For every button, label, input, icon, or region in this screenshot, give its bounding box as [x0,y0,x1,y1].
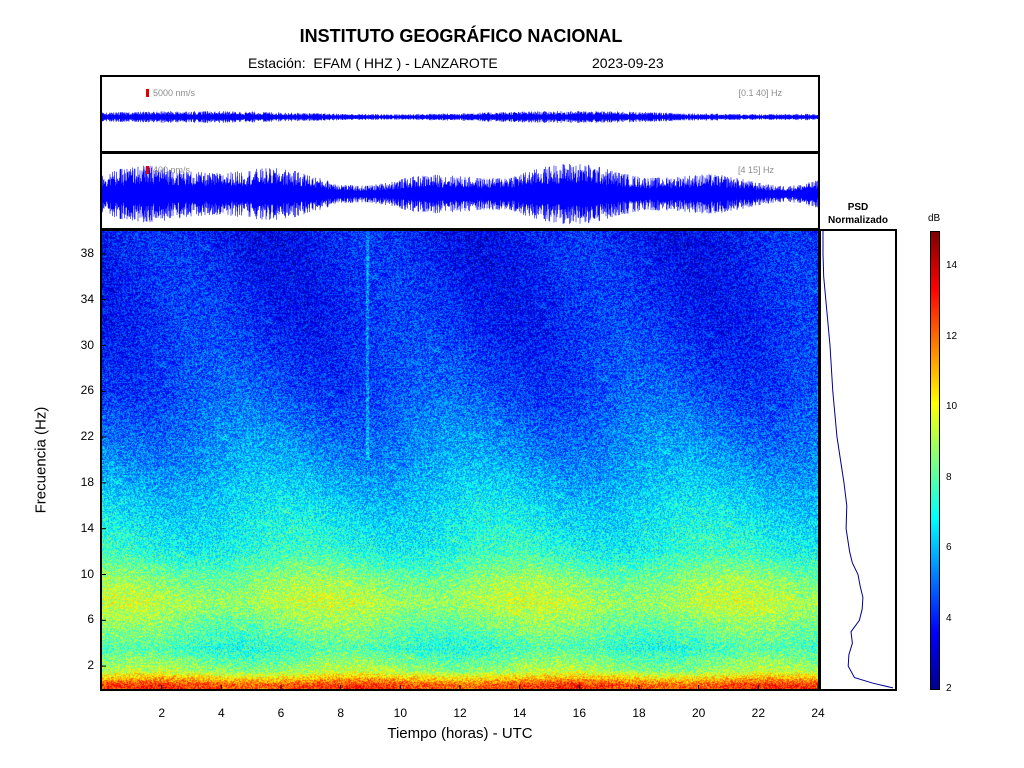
y-tick-label: 38 [80,245,94,260]
seismogram-broadband: 5000 nm/s [0.1 40] Hz [100,75,820,153]
date-label: 2023-09-23 [592,55,664,71]
x-axis-label: Tiempo (horas) - UTC [387,725,533,742]
colorbar-unit: dB [928,213,941,224]
band-label: [4 15] Hz [737,165,774,175]
waveform [102,163,818,225]
colorbar-tick-label: 10 [946,401,958,413]
station-name: EFAM ( HHZ ) - LANZAROTE [313,55,498,71]
station-line: Estación: EFAM ( HHZ ) - LANZAROTE [248,55,498,71]
x-tick-label: 8 [337,706,344,720]
x-tick-label: 4 [217,706,225,720]
colorbar [930,231,940,690]
spectrogram [102,231,818,689]
x-tick-label: 10 [393,706,407,720]
x-tick-label: 2 [158,706,165,720]
x-tick-label: 6 [277,706,285,720]
chart-title: INSTITUTO GEOGRÁFICO NACIONAL [299,26,623,46]
scale-marker [146,89,149,97]
band-label: [0.1 40] Hz [738,88,782,98]
y-axis-label: Frecuencia (Hz) [32,406,50,514]
psd-line [822,231,894,689]
x-tick-label: 12 [453,706,467,720]
colorbar-tick-label: 6 [946,542,952,554]
colorbar-tick-label: 8 [946,471,952,483]
colorbar-tick-label: 14 [946,260,958,272]
psd-title: PSD [847,202,869,213]
x-tick-label: 14 [512,706,527,720]
y-tick-label: 34 [80,291,94,306]
seismogram-filtered: 400 nm/s [4 15] Hz [100,152,820,230]
x-tick-label: 16 [572,706,586,720]
y-tick-label: 10 [80,566,94,581]
y-tick-label: 14 [80,520,94,535]
y-tick-label: 18 [80,474,94,489]
x-tick-label: 22 [751,706,765,720]
x-tick-label: 24 [811,706,825,720]
colorbar-tick-label: 2 [946,683,952,694]
y-tick-label: 26 [80,383,94,398]
waveform [102,110,818,124]
station-prefix: Estación: [248,55,306,71]
x-tick-label: 20 [691,706,706,720]
waveform-line [102,163,818,225]
psd-panel [819,229,897,691]
y-tick-label: 2 [87,658,94,673]
scale-label: 400 nm/s [153,165,191,175]
psd-curve [822,231,894,689]
scale-label: 5000 nm/s [153,88,196,98]
y-tick-label: 6 [87,612,94,627]
y-tick-label: 22 [80,429,94,444]
psd-subtitle: Normalizado [827,215,888,226]
colorbar-tick-label: 4 [946,612,952,624]
colorbar-tick-label: 12 [946,330,958,342]
x-tick-label: 18 [632,706,646,720]
scale-marker [146,166,149,174]
y-tick-label: 30 [80,337,94,352]
waveform-line [102,110,818,124]
